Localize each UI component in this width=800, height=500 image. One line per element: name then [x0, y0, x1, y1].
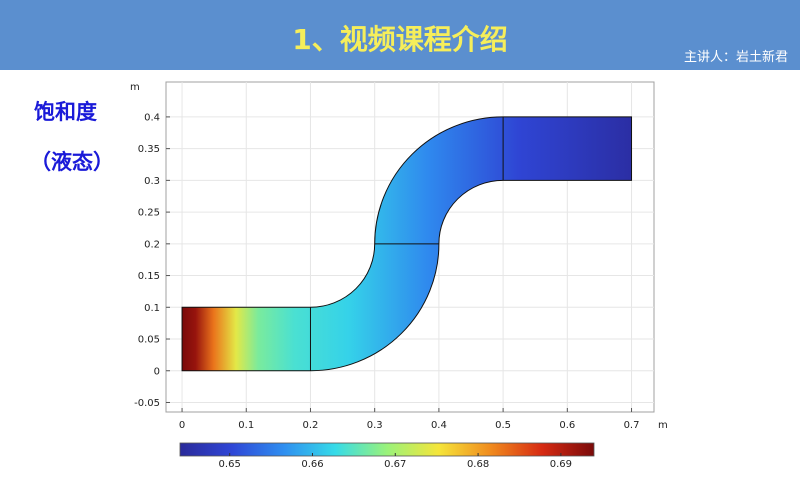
- slide-title: 1、视频课程介绍: [292, 23, 508, 56]
- y-tick-label: 0.2: [144, 239, 160, 250]
- channel-domain: [181, 116, 633, 372]
- y-tick-label: 0.05: [138, 335, 160, 346]
- x-tick-label: 0: [179, 420, 185, 431]
- colorbar-bar: [179, 442, 595, 457]
- x-tick-label: 0.3: [367, 420, 383, 431]
- title-banner: 1、视频课程介绍 主讲人：岩土新君: [0, 0, 800, 70]
- y-tick-label: -0.05: [134, 398, 160, 409]
- variable-subtitle: （液态）: [30, 150, 114, 174]
- axes: 0 0.1 0.2 0.3 0.4 0.5 0.6 0.7 -0.05 0 0.05 0.1 0.15 0…: [130, 82, 668, 431]
- x-tick-label: 0.1: [238, 420, 254, 431]
- y-tick-label: 0.35: [138, 144, 160, 155]
- colorbar-tick-label: 0.66: [301, 459, 323, 470]
- y-tick-label: 0.1: [144, 303, 160, 314]
- y-tick-label: 0.15: [138, 271, 160, 282]
- y-tick-label: 0.3: [144, 176, 160, 187]
- x-tick-label: 0.4: [431, 420, 447, 431]
- x-tick-label: 0.7: [624, 420, 640, 431]
- colorbar: 0.65 0.66 0.67 0.68 0.69: [179, 442, 595, 470]
- x-tick-label: 0.6: [559, 420, 575, 431]
- colorbar-tick-label: 0.68: [467, 459, 489, 470]
- x-tick-label: 0.2: [303, 420, 319, 431]
- x-tick-label: 0.5: [495, 420, 511, 431]
- y-tick-label: 0: [154, 366, 160, 377]
- colorbar-tick-label: 0.69: [550, 459, 572, 470]
- y-tick-label: 0.4: [144, 112, 160, 123]
- y-tick-label: 0.25: [138, 208, 160, 219]
- presenter-label: 主讲人：岩土新君: [683, 50, 788, 65]
- colorbar-tick-label: 0.67: [384, 459, 406, 470]
- colorbar-tick-label: 0.65: [219, 459, 241, 470]
- y-axis-label: m: [130, 82, 140, 93]
- x-axis-label: m: [658, 420, 668, 431]
- variable-title: 饱和度: [34, 100, 97, 124]
